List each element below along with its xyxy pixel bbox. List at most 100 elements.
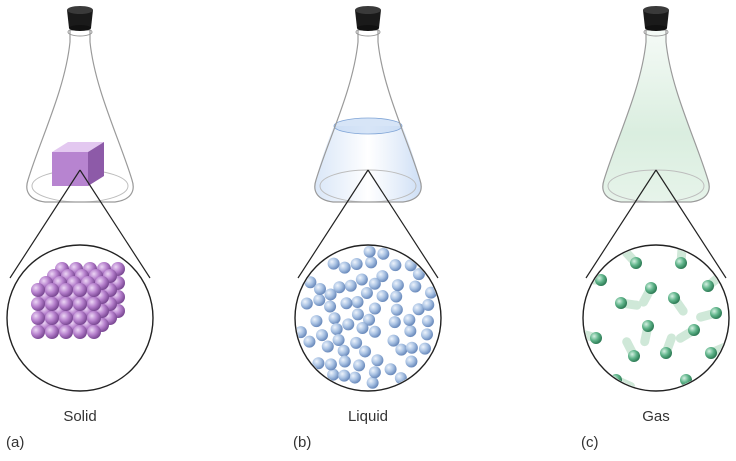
- liquid-particle: [368, 325, 381, 338]
- liquid-particle: [324, 288, 337, 301]
- liquid-particle: [304, 276, 317, 289]
- magnify-lines-liquid: [297, 169, 439, 279]
- gas-particle: [642, 320, 654, 332]
- liquid-particle: [338, 369, 351, 382]
- solid-particle: [87, 325, 101, 339]
- solid-particle: [59, 325, 73, 339]
- magnified-circle-solid: [6, 244, 154, 392]
- solid-particle: [45, 297, 59, 311]
- liquid-particle: [351, 296, 364, 309]
- gas-particle: [628, 350, 640, 362]
- liquid-particle: [356, 322, 369, 335]
- magnify-lines-solid: [9, 169, 151, 279]
- gas-fill: [602, 30, 710, 202]
- liquid-particle: [418, 342, 431, 355]
- liquid-particle: [337, 344, 350, 357]
- liquid-particle: [310, 315, 323, 328]
- liquid-particle: [390, 303, 403, 316]
- panel-gas: [582, 6, 730, 392]
- magnify-circle-outline: [582, 244, 730, 392]
- liquid-particle: [342, 318, 355, 331]
- stopper: [355, 6, 381, 31]
- liquid-particle: [303, 335, 316, 348]
- liquid-particle: [376, 270, 389, 283]
- gas-particle: [675, 257, 687, 269]
- gas-particle: [702, 280, 714, 292]
- solid-particle: [87, 297, 101, 311]
- flask-gas: [602, 6, 710, 203]
- liquid-particle: [360, 286, 373, 299]
- liquid-particle: [389, 259, 402, 272]
- solid-particle: [87, 283, 101, 297]
- liquid-particle: [327, 257, 340, 270]
- liquid-particle: [366, 376, 379, 389]
- liquid-particle: [412, 303, 425, 316]
- liquid-particle: [404, 259, 417, 272]
- liquid-particle: [300, 297, 313, 310]
- flask-liquid: [314, 6, 422, 203]
- solid-particle: [59, 283, 73, 297]
- liquid-particle: [313, 283, 326, 296]
- liquid-particle: [333, 281, 346, 294]
- panel-letter-a: (a): [6, 434, 25, 451]
- magnify-lines-gas: [585, 169, 727, 279]
- gas-particle: [660, 347, 672, 359]
- label-gas: Gas: [642, 408, 670, 425]
- liquid-particle: [403, 313, 416, 326]
- liquid-particle: [313, 293, 326, 306]
- flask-outline: [314, 29, 422, 203]
- gas-particle: [645, 282, 657, 294]
- solid-particle: [73, 297, 87, 311]
- solid-particle: [73, 311, 87, 325]
- liquid-particle: [412, 268, 425, 281]
- panel-liquid: [294, 6, 442, 392]
- solid-particle: [87, 311, 101, 325]
- label-liquid: Liquid: [347, 408, 389, 425]
- liquid-particle: [425, 286, 438, 299]
- solid-cube: [52, 142, 104, 186]
- solid-particle: [73, 325, 87, 339]
- liquid-particle: [387, 334, 400, 347]
- liquid-particle: [395, 343, 408, 356]
- liquid-particle: [371, 354, 384, 367]
- liquid-fill: [314, 126, 422, 202]
- liquid-particle: [350, 336, 363, 349]
- liquid-particle: [315, 329, 328, 342]
- liquid-particle: [376, 290, 389, 303]
- solid-particle: [45, 311, 59, 325]
- liquid-particle: [409, 280, 422, 293]
- solid-particle: [31, 283, 45, 297]
- solid-particle: [45, 325, 59, 339]
- gas-particle: [710, 307, 722, 319]
- liquid-particle: [324, 300, 337, 313]
- liquid-particle: [350, 258, 363, 271]
- liquid-particle: [368, 302, 381, 315]
- liquid-particle: [353, 359, 366, 372]
- liquid-particle: [422, 298, 435, 311]
- solid-particle: [31, 311, 45, 325]
- liquid-particle: [377, 247, 390, 260]
- panel-letter-b: (b): [293, 434, 312, 451]
- liquid-surface: [333, 117, 403, 135]
- gas-particle: [595, 274, 607, 286]
- liquid-particle: [404, 325, 417, 338]
- liquid-particle: [340, 297, 353, 310]
- gas-particle: [688, 324, 700, 336]
- liquid-particle: [388, 316, 401, 329]
- magnified-circle-liquid: [294, 244, 442, 392]
- solid-particle: [73, 283, 87, 297]
- liquid-particle: [391, 279, 404, 292]
- gas-particle: [590, 332, 602, 344]
- magnified-circle-gas: [582, 244, 730, 392]
- solid-particle: [31, 325, 45, 339]
- solid-particle: [59, 297, 73, 311]
- panel-letter-c: (c): [581, 434, 599, 451]
- gas-particle: [668, 292, 680, 304]
- liquid-particle: [363, 246, 376, 258]
- liquid-particle: [405, 341, 418, 354]
- liquid-particle: [355, 273, 368, 286]
- liquid-particle: [330, 323, 343, 336]
- gas-particle: [630, 257, 642, 269]
- flask-outline: [602, 29, 710, 203]
